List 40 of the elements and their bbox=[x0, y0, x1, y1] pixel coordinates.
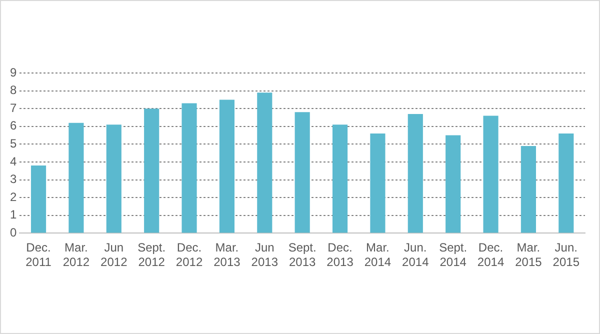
bar bbox=[558, 134, 574, 233]
y-tick-label: 7 bbox=[10, 100, 17, 115]
bar bbox=[106, 124, 122, 233]
bar bbox=[370, 134, 386, 233]
x-tick-label: Jun 2013 bbox=[251, 240, 278, 270]
bar bbox=[520, 146, 536, 233]
y-tick-label: 3 bbox=[10, 172, 17, 186]
x-tick-label: Sept. 2012 bbox=[138, 240, 166, 270]
x-tick-label: Mar. 2013 bbox=[214, 240, 241, 270]
y-tick-label: 6 bbox=[10, 118, 17, 133]
y-tick-label: 8 bbox=[10, 83, 17, 98]
x-tick-label: Dec. 2011 bbox=[26, 240, 52, 270]
bar bbox=[30, 166, 46, 233]
x-tick-label: Mar. 2015 bbox=[515, 240, 542, 270]
y-tick-label: 5 bbox=[10, 136, 17, 151]
bar bbox=[408, 114, 423, 233]
bar bbox=[294, 112, 310, 233]
bar bbox=[257, 92, 272, 233]
bar bbox=[144, 108, 160, 233]
x-tick-label: Jun 2012 bbox=[100, 240, 128, 270]
bar bbox=[68, 122, 84, 233]
x-tick-label: Sept. 2013 bbox=[288, 240, 316, 270]
x-tick-label: Dec. 2014 bbox=[477, 240, 504, 270]
x-tick-label: Jun. 2014 bbox=[402, 240, 430, 270]
bar bbox=[332, 124, 348, 233]
bar bbox=[219, 100, 234, 233]
x-tick-label: Mar. 2012 bbox=[62, 240, 90, 270]
x-tick-label: Jun. 2015 bbox=[552, 240, 580, 270]
x-tick-label: Sept. 2014 bbox=[439, 240, 468, 270]
y-tick-label: 2 bbox=[10, 190, 17, 204]
y-tick-label: 9 bbox=[10, 65, 17, 80]
x-tick-label: Mar. 2014 bbox=[364, 240, 392, 270]
x-tick-label: Dec. 2012 bbox=[176, 240, 203, 270]
x-tick-label: Dec. 2013 bbox=[326, 240, 354, 270]
y-tick-label: 1 bbox=[10, 208, 17, 222]
bar bbox=[446, 135, 461, 233]
bar bbox=[182, 103, 197, 233]
y-tick-label: 0 bbox=[10, 226, 17, 240]
bar bbox=[483, 116, 498, 233]
y-tick-label: 4 bbox=[10, 154, 17, 168]
